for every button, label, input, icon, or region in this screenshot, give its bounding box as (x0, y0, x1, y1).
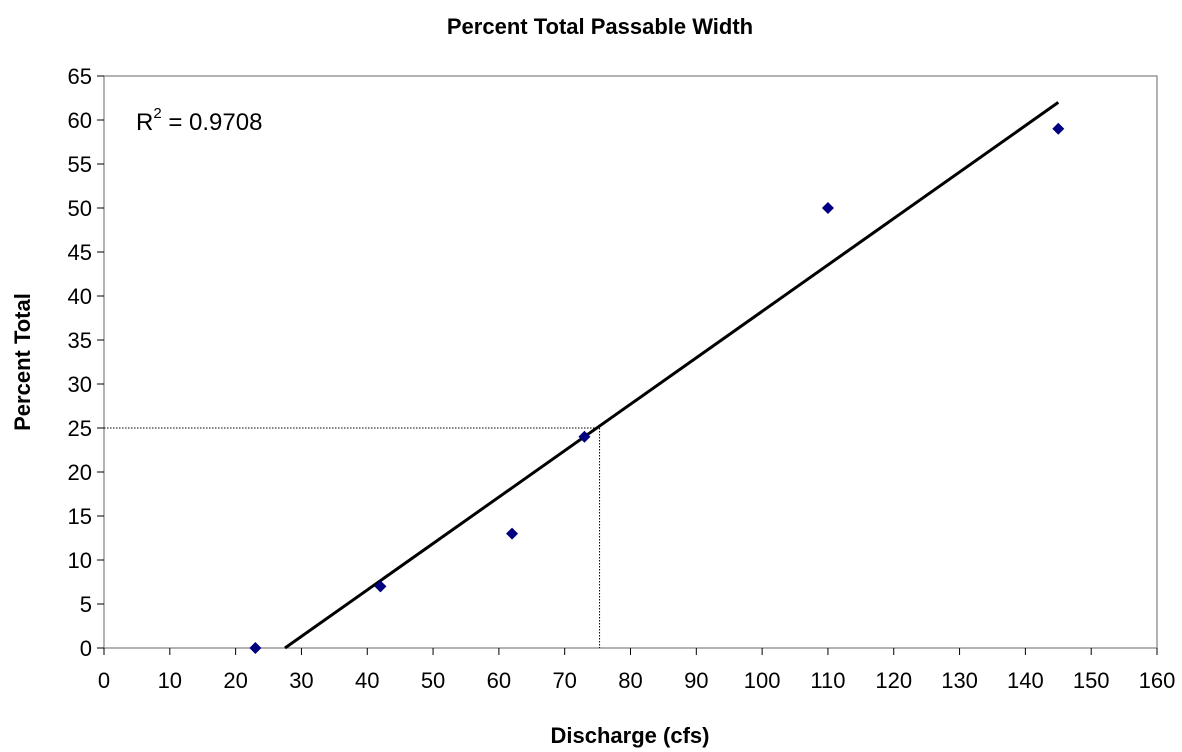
r-squared-annotation: R2 = 0.9708 (136, 105, 262, 136)
r-squared-superscript: 2 (153, 105, 161, 122)
x-tick-label: 80 (618, 668, 642, 693)
x-tick-label: 40 (355, 668, 379, 693)
plot-area (103, 75, 1158, 649)
x-tick-label: 10 (158, 668, 182, 693)
y-tick-label: 45 (68, 240, 92, 265)
x-tick-label: 30 (289, 668, 313, 693)
y-tick-label: 30 (68, 372, 92, 397)
y-tick-label: 35 (68, 328, 92, 353)
y-tick-label: 25 (68, 416, 92, 441)
x-tick-label: 60 (487, 668, 511, 693)
x-tick-label: 100 (744, 668, 781, 693)
x-tick-label: 140 (1007, 668, 1044, 693)
y-tick-label: 5 (80, 592, 92, 617)
y-tick-label: 20 (68, 460, 92, 485)
data-points (249, 122, 1065, 654)
data-point-marker (374, 580, 387, 593)
y-tick-label: 15 (68, 504, 92, 529)
y-tick-label: 65 (68, 64, 92, 89)
r-squared-base: R (136, 109, 153, 136)
trendline (284, 101, 1060, 650)
x-tick-label: 20 (223, 668, 247, 693)
guide-lines (104, 427, 601, 648)
y-tick-label: 0 (80, 636, 92, 661)
x-tick-label: 130 (941, 668, 978, 693)
trendline-layer (284, 101, 1060, 650)
data-point-marker (821, 202, 834, 214)
axis-ticks: 0 5 10 15 20 25 30 35 40 45 50 55 60 65 0 10 20 30 40 50 60 7… (68, 64, 1176, 693)
x-tick-label: 50 (421, 668, 445, 693)
y-tick-label: 60 (68, 108, 92, 133)
x-tick-label: 150 (1073, 668, 1110, 693)
data-point-marker (1052, 122, 1065, 135)
x-tick-label: 0 (98, 668, 110, 693)
data-point-marker (249, 642, 262, 654)
x-tick-label: 110 (810, 668, 845, 693)
x-tick-label: 90 (684, 668, 708, 693)
x-tick-label: 70 (552, 668, 576, 693)
y-tick-label: 40 (68, 284, 92, 309)
x-tick-label: 160 (1139, 668, 1176, 693)
x-axis-label: Discharge (cfs) (551, 723, 710, 748)
data-point-marker (506, 527, 519, 540)
data-point-marker (578, 430, 591, 443)
r-squared-value: = 0.9708 (162, 109, 263, 136)
y-tick-label: 10 (68, 548, 92, 573)
y-tick-label: 50 (68, 196, 92, 221)
x-tick-label: 120 (875, 668, 912, 693)
y-axis-label: Percent Total (10, 293, 35, 431)
chart-title: Percent Total Passable Width (447, 14, 753, 39)
y-tick-label: 55 (68, 152, 92, 177)
